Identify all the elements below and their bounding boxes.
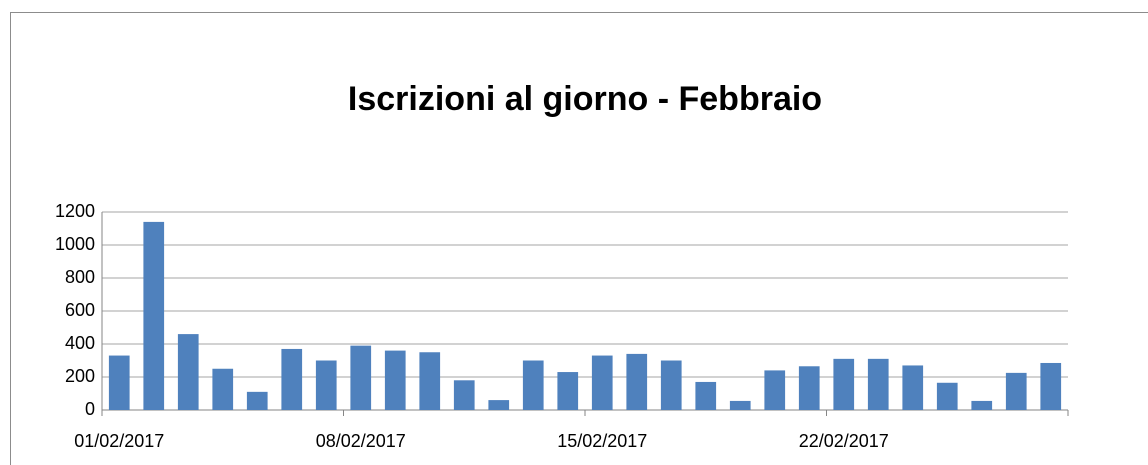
bar (143, 221, 165, 410)
bar (798, 366, 820, 410)
bar (902, 365, 924, 410)
bar (212, 368, 234, 410)
bar (867, 358, 889, 410)
bar (108, 355, 130, 410)
y-tick-label: 800 (65, 267, 95, 287)
bar (833, 358, 855, 410)
chart-frame (10, 12, 1148, 465)
bar (1005, 372, 1027, 410)
bar (591, 355, 613, 410)
bar (488, 400, 510, 410)
bar (936, 382, 958, 410)
bar (419, 352, 441, 410)
x-tick-label: 08/02/2017 (316, 431, 406, 451)
bar (557, 372, 579, 410)
bar (453, 380, 475, 410)
chart-title: Iscrizioni al giorno - Febbraio (348, 80, 822, 118)
bar (660, 360, 682, 410)
bar (695, 381, 717, 410)
x-tick-label: 15/02/2017 (557, 431, 647, 451)
y-tick-label: 1000 (55, 234, 95, 254)
x-tick-label: 22/02/2017 (799, 431, 889, 451)
y-tick-label: 400 (65, 333, 95, 353)
bar (522, 360, 544, 410)
bar (281, 348, 303, 410)
bar (764, 370, 786, 410)
x-tick-label: 01/02/2017 (74, 431, 164, 451)
bar (1040, 362, 1062, 410)
y-tick-label: 0 (85, 399, 95, 419)
bar (626, 353, 648, 410)
bar (350, 345, 372, 410)
y-tick-label: 600 (65, 300, 95, 320)
bar (315, 360, 337, 410)
bar (177, 334, 199, 410)
bar (729, 400, 751, 410)
bar (384, 350, 406, 410)
bar (246, 391, 268, 410)
y-tick-label: 200 (65, 366, 95, 386)
y-tick-label: 1200 (55, 201, 95, 221)
bar (971, 400, 993, 410)
